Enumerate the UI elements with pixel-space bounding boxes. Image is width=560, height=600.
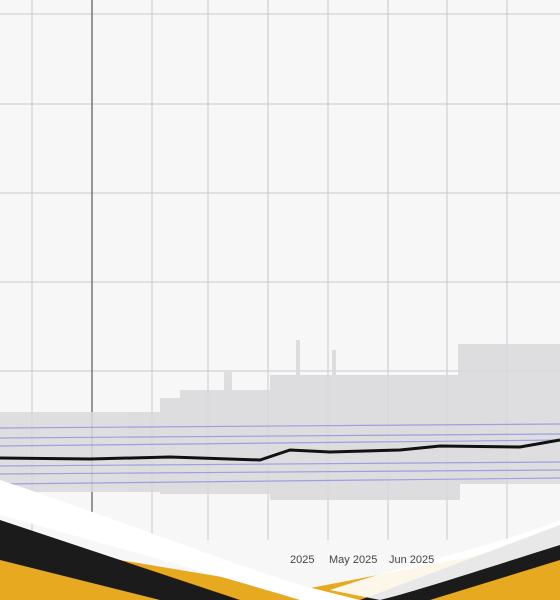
range-bands — [0, 340, 560, 500]
band-line — [0, 461, 560, 467]
median-line — [0, 438, 560, 462]
x-tick-label: Jun 2025 — [389, 554, 434, 566]
band — [180, 390, 270, 410]
band-line — [0, 477, 560, 485]
band-line — [0, 439, 560, 447]
black-stripe — [0, 520, 240, 600]
band — [224, 372, 232, 396]
decorative-overlay — [0, 480, 560, 600]
band — [332, 350, 336, 380]
x-tick-label: 2025 — [290, 554, 314, 566]
band — [458, 344, 560, 484]
band — [160, 398, 270, 494]
x-tick-label: May 2025 — [329, 554, 377, 566]
band — [296, 340, 300, 380]
white-swoosh — [330, 520, 560, 600]
band-line — [0, 423, 560, 429]
band — [0, 412, 160, 492]
band-line — [0, 469, 560, 475]
band-line — [0, 433, 560, 439]
grid — [0, 0, 560, 540]
blue-bands — [0, 423, 560, 485]
